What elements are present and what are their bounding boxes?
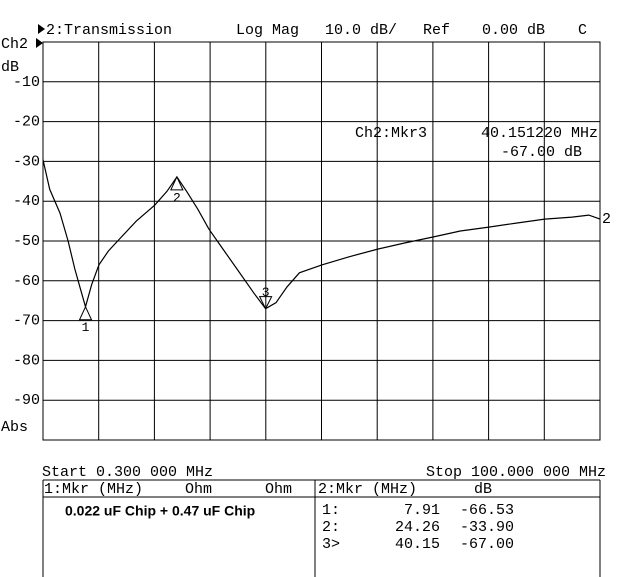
- y-tick-label: -60: [13, 273, 40, 290]
- corner-label: Abs: [1, 419, 28, 436]
- y-tick-label: -10: [13, 74, 40, 91]
- marker-label: 3: [262, 285, 270, 300]
- y-tick-label: -30: [13, 153, 40, 170]
- y-axis-label: dB: [1, 59, 19, 76]
- marker-table-cell: 24.26: [395, 519, 440, 536]
- ref-label: Ref: [423, 22, 450, 39]
- marker-table-cell: 3>: [322, 536, 340, 553]
- marker-table-cell: 1:: [322, 502, 340, 519]
- ref-value: 0.00 dB: [482, 22, 545, 39]
- marker-table-cell: 7.91: [404, 502, 440, 519]
- channel-title: 2:Transmission: [46, 22, 172, 39]
- marker: [258, 296, 273, 310]
- ref-arrow: [36, 38, 43, 48]
- right-panel-col: dB: [474, 481, 492, 498]
- y-tick-label: -90: [13, 392, 40, 409]
- format: Log Mag: [236, 22, 299, 39]
- marker-label: 1: [82, 320, 90, 335]
- marker: [78, 305, 93, 321]
- annotation-level: -67.00 dB: [501, 144, 582, 161]
- left-panel-note: 0.022 uF Chip + 0.47 uF Chip: [65, 503, 255, 519]
- marker-label: 2: [173, 190, 181, 205]
- marker-table-cell: -66.53: [460, 502, 514, 519]
- marker-table-cell: 2:: [322, 519, 340, 536]
- marker-table-cell: 40.15: [395, 536, 440, 553]
- channel-arrow: [38, 24, 45, 34]
- annotation-title: Ch2:Mkr3: [355, 125, 427, 142]
- y-tick-label: -80: [13, 352, 40, 369]
- stop-label: Stop 100.000 000 MHz: [426, 464, 606, 481]
- left-panel-col: Ohm: [185, 481, 212, 498]
- flag: C: [578, 22, 587, 39]
- marker-table-cell: -33.90: [460, 519, 514, 536]
- start-label: Start 0.300 000 MHz: [42, 464, 213, 481]
- annotation-freq: 40.151220 MHz: [481, 125, 598, 142]
- marker: [170, 175, 184, 191]
- y-tick-label: -50: [13, 233, 40, 250]
- trace-label: 2: [602, 211, 611, 228]
- scale: 10.0 dB/: [325, 22, 397, 39]
- channel-label: Ch2: [1, 36, 28, 53]
- y-tick-label: -40: [13, 193, 40, 210]
- left-panel-col: Ohm: [265, 481, 292, 498]
- right-panel-title: 2:Mkr (MHz): [318, 481, 417, 498]
- y-tick-label: -70: [13, 313, 40, 330]
- marker-table-cell: -67.00: [460, 536, 514, 553]
- left-panel-title: 1:Mkr (MHz): [44, 481, 143, 498]
- y-tick-label: -20: [13, 114, 40, 131]
